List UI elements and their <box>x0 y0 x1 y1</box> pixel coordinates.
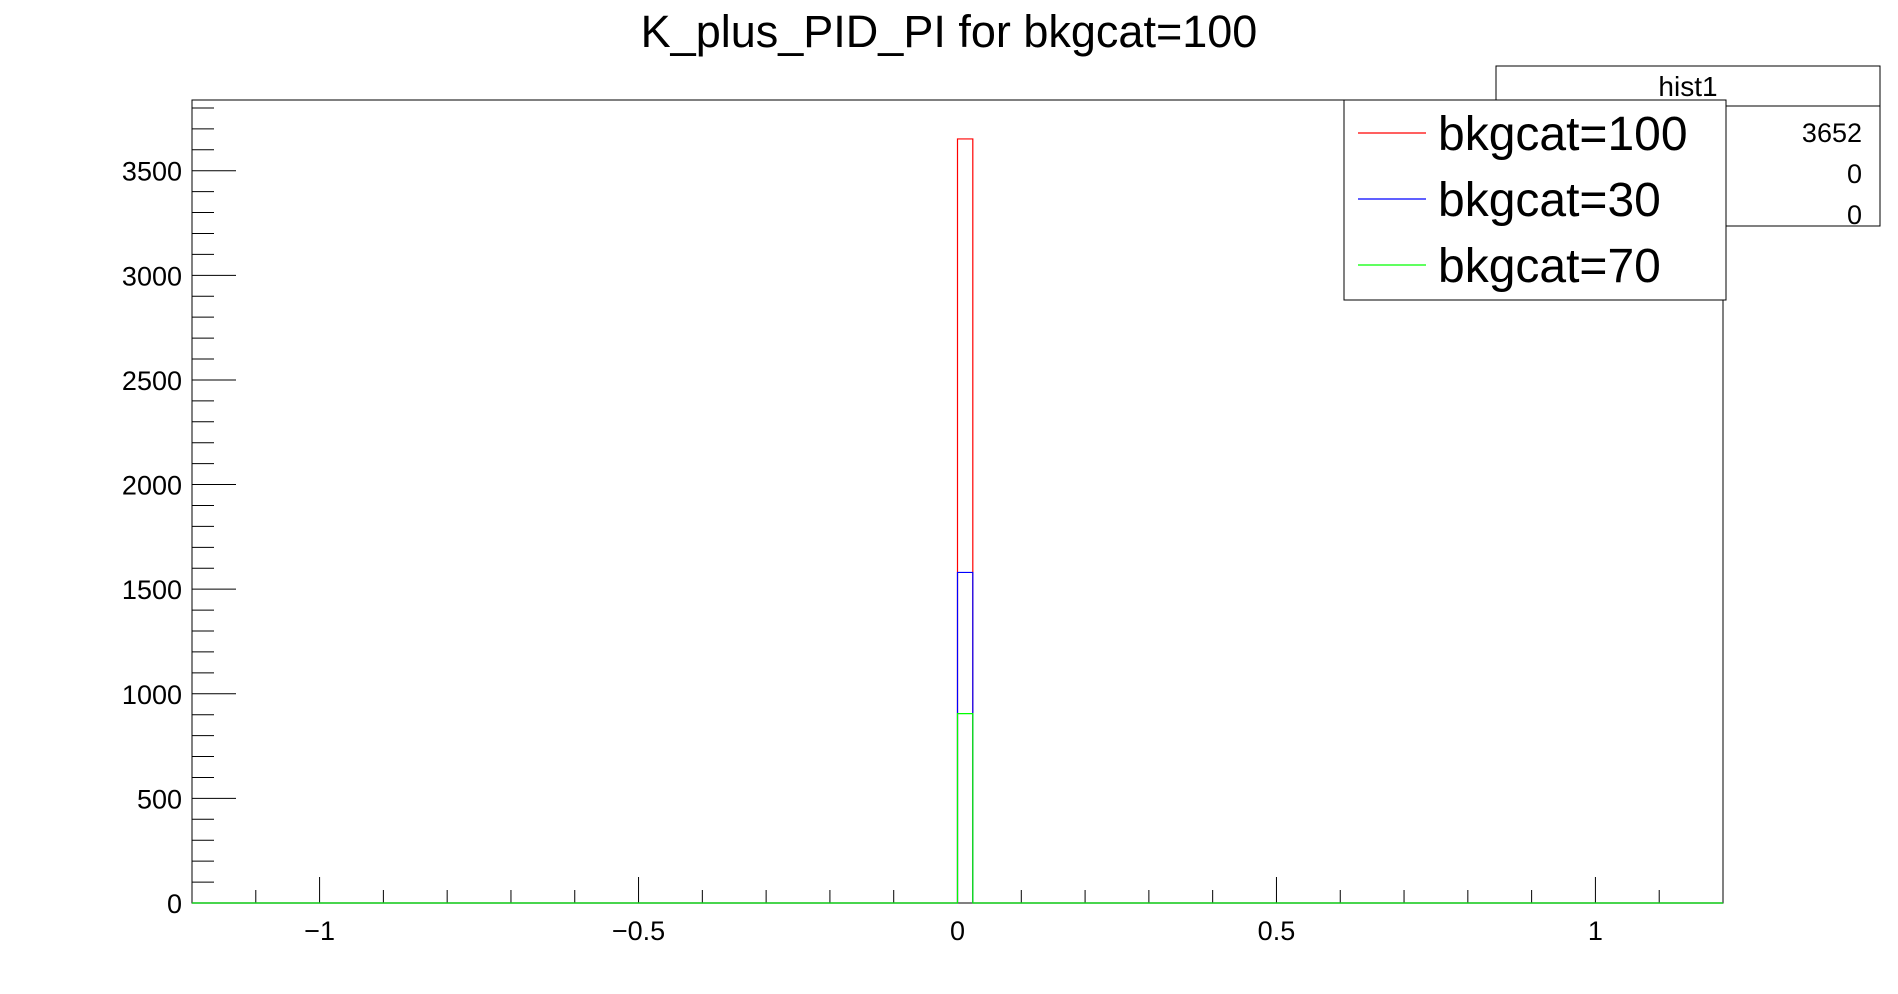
y-tick-label: 2000 <box>122 471 182 501</box>
x-tick-label: −0.5 <box>612 916 665 946</box>
y-tick-label: 3500 <box>122 157 182 187</box>
x-tick-label: 0 <box>950 916 965 946</box>
legend: bkgcat=100 bkgcat=30 bkgcat=70 <box>1343 99 1727 301</box>
x-tick-label: 1 <box>1588 916 1603 946</box>
y-tick-label: 2500 <box>122 366 182 396</box>
legend-entry-label: bkgcat=100 <box>1438 108 1688 161</box>
legend-entry-label: bkgcat=30 <box>1438 174 1661 227</box>
y-tick-label: 1500 <box>122 575 182 605</box>
y-tick-label: 500 <box>137 784 182 814</box>
stats-box-value: 0 <box>1847 159 1862 189</box>
y-tick-label: 1000 <box>122 680 182 710</box>
histogram-series-bkgcat=70 <box>192 713 1723 904</box>
y-tick-label: 3000 <box>122 261 182 291</box>
stats-box-title: hist1 <box>1658 71 1717 102</box>
chart-title: K_plus_PID_PI for bkgcat=100 <box>640 6 1258 57</box>
stats-box-value: 3652 <box>1802 118 1862 148</box>
x-tick-label: −1 <box>304 916 335 946</box>
legend-entry-label: bkgcat=70 <box>1438 240 1661 293</box>
stats-box-value: 0 <box>1847 200 1862 230</box>
x-tick-label: 0.5 <box>1258 916 1296 946</box>
axes: 0 500 1000 1500 2000 2500 3000 3500 −1 −0.5 0 0.5 1 <box>122 99 1724 946</box>
y-tick-label: 0 <box>167 889 182 919</box>
histogram-bars <box>192 138 1723 904</box>
